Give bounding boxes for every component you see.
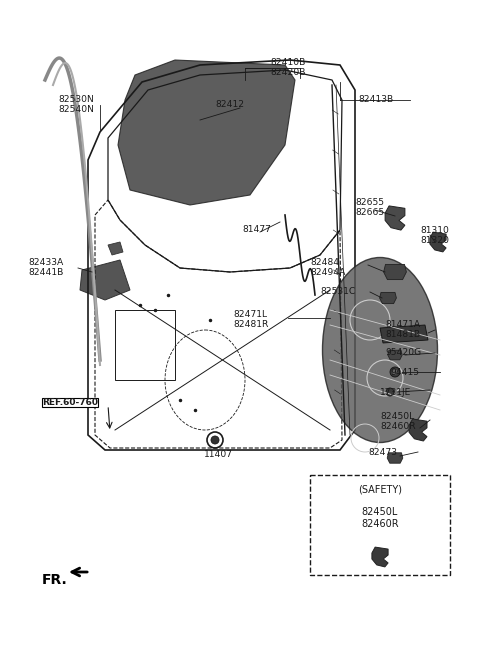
Circle shape: [211, 436, 219, 444]
Text: 94415: 94415: [390, 368, 419, 377]
Text: 81471A
81481B: 81471A 81481B: [385, 320, 420, 340]
Polygon shape: [372, 547, 388, 567]
Text: 82450L
82460R: 82450L 82460R: [380, 412, 416, 432]
Text: 82412: 82412: [215, 100, 244, 109]
Polygon shape: [388, 350, 402, 360]
Text: 1731JE: 1731JE: [380, 388, 411, 397]
Text: 82471L
82481R: 82471L 82481R: [233, 310, 268, 329]
Polygon shape: [430, 232, 446, 252]
Polygon shape: [80, 260, 130, 300]
Text: FR.: FR.: [42, 573, 68, 587]
Polygon shape: [387, 453, 403, 463]
Polygon shape: [384, 264, 407, 280]
Circle shape: [393, 369, 397, 374]
Polygon shape: [385, 206, 405, 230]
Text: 95420G: 95420G: [385, 348, 421, 357]
Polygon shape: [409, 419, 427, 441]
Text: 82530N
82540N: 82530N 82540N: [58, 95, 94, 114]
Circle shape: [386, 388, 394, 396]
Text: 82413B: 82413B: [358, 95, 393, 104]
Text: 82655
82665: 82655 82665: [355, 198, 384, 217]
Text: REF.60-760: REF.60-760: [42, 398, 93, 407]
Polygon shape: [108, 242, 123, 255]
Polygon shape: [118, 60, 295, 205]
Text: 81477: 81477: [242, 225, 271, 234]
Text: 82433A
82441B: 82433A 82441B: [28, 258, 63, 277]
Text: REF.60-760: REF.60-760: [42, 398, 98, 407]
Polygon shape: [380, 325, 428, 343]
Text: (SAFETY): (SAFETY): [358, 485, 402, 495]
Circle shape: [390, 367, 400, 377]
Bar: [310, 475, 450, 575]
Text: 82473: 82473: [368, 448, 397, 457]
Text: 81310
81320: 81310 81320: [420, 226, 449, 246]
Text: 82410B
82420B: 82410B 82420B: [270, 58, 305, 78]
Text: 82531C: 82531C: [320, 287, 355, 296]
Text: 11407: 11407: [204, 450, 232, 459]
Text: 82450L
82460R: 82450L 82460R: [361, 507, 399, 529]
Text: 82484
82494A: 82484 82494A: [310, 258, 346, 277]
Ellipse shape: [323, 258, 437, 443]
Polygon shape: [380, 292, 396, 304]
